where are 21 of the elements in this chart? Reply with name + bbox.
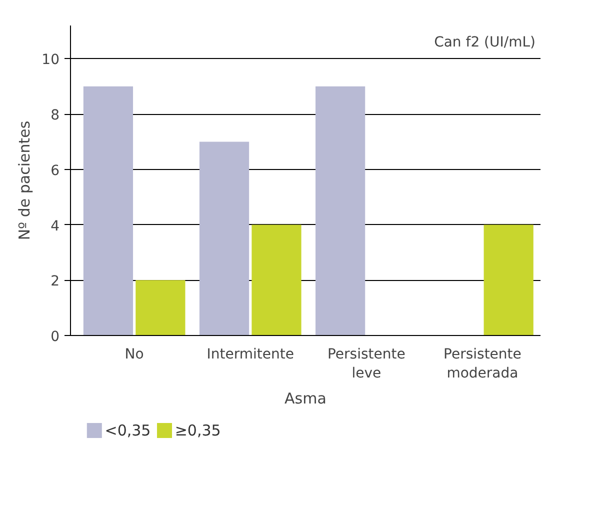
bar xyxy=(136,280,186,336)
bar xyxy=(484,224,534,336)
legend-label: <0,35 xyxy=(104,422,151,440)
bar xyxy=(252,224,302,336)
annotation: Can f2 (UI/mL) xyxy=(434,34,536,50)
y-tick-label: 2 xyxy=(50,274,60,290)
x-tick-label: No xyxy=(124,346,144,362)
y-tick-label: 10 xyxy=(42,52,60,68)
x-tick-label: Persistente leve xyxy=(327,346,406,382)
bar xyxy=(199,142,250,336)
bar xyxy=(316,86,366,336)
y-tick-label: 8 xyxy=(50,108,60,124)
y-tick-label: 0 xyxy=(50,329,60,345)
legend-label: ≥0,35 xyxy=(174,422,221,440)
x-axis-title: Asma xyxy=(284,390,326,408)
y-axis-title: Nº de pacientes xyxy=(16,120,34,240)
y-tick-label: 6 xyxy=(50,162,60,179)
bar xyxy=(83,86,134,336)
y-tick-label: 4 xyxy=(50,218,60,234)
x-tick-label: Persistente moderada xyxy=(444,346,522,382)
x-tick-label: Intermitente xyxy=(206,346,294,362)
